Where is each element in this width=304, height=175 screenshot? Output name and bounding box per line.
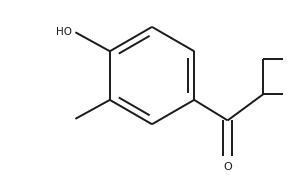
Text: HO: HO	[56, 27, 72, 37]
Text: O: O	[223, 162, 232, 172]
